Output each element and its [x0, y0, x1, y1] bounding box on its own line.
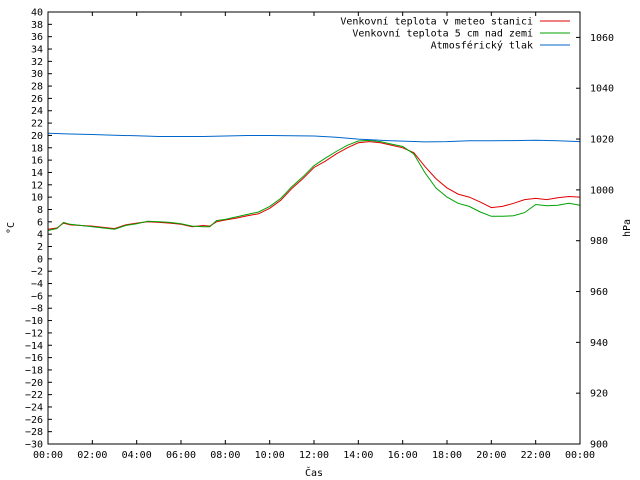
y-left-tick-label: 14 — [31, 168, 43, 179]
y-right-axis-label: hPa — [622, 219, 633, 237]
y-left-tick-label: 22 — [31, 119, 43, 130]
x-tick-label: 12:00 — [299, 450, 329, 461]
y-left-tick-label: 34 — [31, 45, 43, 56]
x-tick-label: 02:00 — [77, 450, 107, 461]
series-line-1 — [47, 141, 581, 230]
y-right-tick-label: 900 — [590, 440, 608, 451]
axes: −30−28−26−24−22−20−18−16−14−12−10−8−6−4−… — [25, 8, 614, 462]
x-tick-label: 00:00 — [565, 450, 595, 461]
x-tick-label: 20:00 — [476, 450, 506, 461]
x-tick-label: 10:00 — [255, 450, 285, 461]
y-left-tick-label: −16 — [25, 353, 43, 364]
y-left-tick-label: 16 — [31, 156, 43, 167]
y-left-tick-label: −26 — [25, 415, 43, 426]
y-left-tick-label: 4 — [37, 230, 43, 241]
y-right-tick-label: 1000 — [590, 185, 614, 196]
y-left-tick-label: 8 — [37, 205, 43, 216]
x-tick-label: 18:00 — [432, 450, 462, 461]
y-left-tick-label: 6 — [37, 217, 43, 228]
series-line-3 — [47, 132, 581, 143]
y-left-tick-label: 40 — [31, 8, 43, 19]
y-left-tick-label: 24 — [31, 106, 43, 117]
y-right-tick-label: 940 — [590, 338, 608, 349]
y-left-tick-label: 10 — [31, 193, 43, 204]
y-left-tick-label: 18 — [31, 143, 43, 154]
y-left-tick-label: −18 — [25, 365, 43, 376]
y-right-tick-label: 1040 — [590, 84, 614, 95]
series-line-2 — [47, 139, 581, 231]
y-left-tick-label: −12 — [25, 328, 43, 339]
series-lines — [47, 132, 581, 231]
y-left-tick-label: 12 — [31, 180, 43, 191]
plot-frame — [47, 11, 581, 445]
y-left-tick-label: 26 — [31, 94, 43, 105]
x-tick-label: 00:00 — [33, 450, 63, 461]
legend: Venkovní teplota v meteo staniciVenkovní… — [340, 16, 570, 52]
y-right-tick-label: 960 — [590, 287, 608, 298]
legend-label-1: Venkovní teplota v meteo stanici — [340, 16, 533, 28]
y-left-tick-label: 30 — [31, 69, 43, 80]
y-left-tick-label: 32 — [31, 57, 43, 68]
y-right-tick-label: 920 — [590, 389, 608, 400]
y-left-tick-label: −22 — [25, 390, 43, 401]
x-tick-label: 16:00 — [388, 450, 418, 461]
y-left-tick-label: 0 — [37, 254, 43, 265]
y-right-tick-label: 1020 — [590, 135, 614, 146]
x-tick-label: 08:00 — [210, 450, 240, 461]
y-left-tick-label: −14 — [25, 341, 43, 352]
y-left-tick-label: −6 — [31, 291, 43, 302]
y-left-tick-label: 38 — [31, 20, 43, 31]
y-left-tick-label: 28 — [31, 82, 43, 93]
y-left-tick-label: 20 — [31, 131, 43, 142]
legend-label-3: Atmosférický tlak — [431, 40, 533, 52]
y-right-tick-label: 1060 — [590, 33, 614, 44]
y-right-tick-label: 980 — [590, 236, 608, 247]
y-left-tick-label: −8 — [31, 304, 43, 315]
y-left-tick-label: −30 — [25, 440, 43, 451]
legend-label-2: Venkovní teplota 5 cm nad zemí — [352, 28, 533, 40]
y-left-tick-label: −28 — [25, 427, 43, 438]
y-left-tick-label: 2 — [37, 242, 43, 253]
y-left-tick-label: −4 — [31, 279, 43, 290]
y-left-axis-label: °C — [6, 222, 17, 234]
y-left-tick-label: −10 — [25, 316, 43, 327]
y-left-tick-label: 36 — [31, 32, 43, 43]
y-left-tick-label: −24 — [25, 402, 43, 413]
x-tick-label: 22:00 — [521, 450, 551, 461]
x-tick-label: 04:00 — [122, 450, 152, 461]
x-axis-label: Čas — [305, 466, 323, 479]
x-tick-label: 14:00 — [343, 450, 373, 461]
y-left-tick-label: −2 — [31, 267, 43, 278]
x-tick-label: 06:00 — [166, 450, 196, 461]
y-left-tick-label: −20 — [25, 378, 43, 389]
